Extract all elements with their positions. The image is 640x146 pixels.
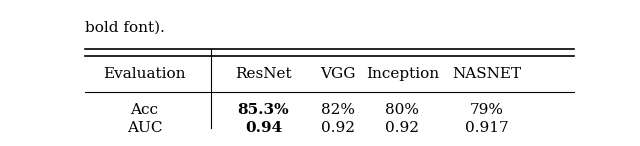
Text: 82%: 82% [321, 103, 355, 117]
Text: 0.917: 0.917 [465, 121, 509, 135]
Text: Inception: Inception [366, 67, 439, 81]
Text: 0.94: 0.94 [245, 121, 282, 135]
Text: 79%: 79% [470, 103, 504, 117]
Text: 0.92: 0.92 [321, 121, 355, 135]
Text: 85.3%: 85.3% [237, 103, 289, 117]
Text: bold font).: bold font). [85, 21, 165, 35]
Text: Evaluation: Evaluation [103, 67, 186, 81]
Text: Acc: Acc [131, 103, 159, 117]
Text: 0.92: 0.92 [385, 121, 419, 135]
Text: VGG: VGG [320, 67, 356, 81]
Text: ResNet: ResNet [236, 67, 292, 81]
Text: AUC: AUC [127, 121, 162, 135]
Text: 80%: 80% [385, 103, 419, 117]
Text: NASNET: NASNET [452, 67, 522, 81]
